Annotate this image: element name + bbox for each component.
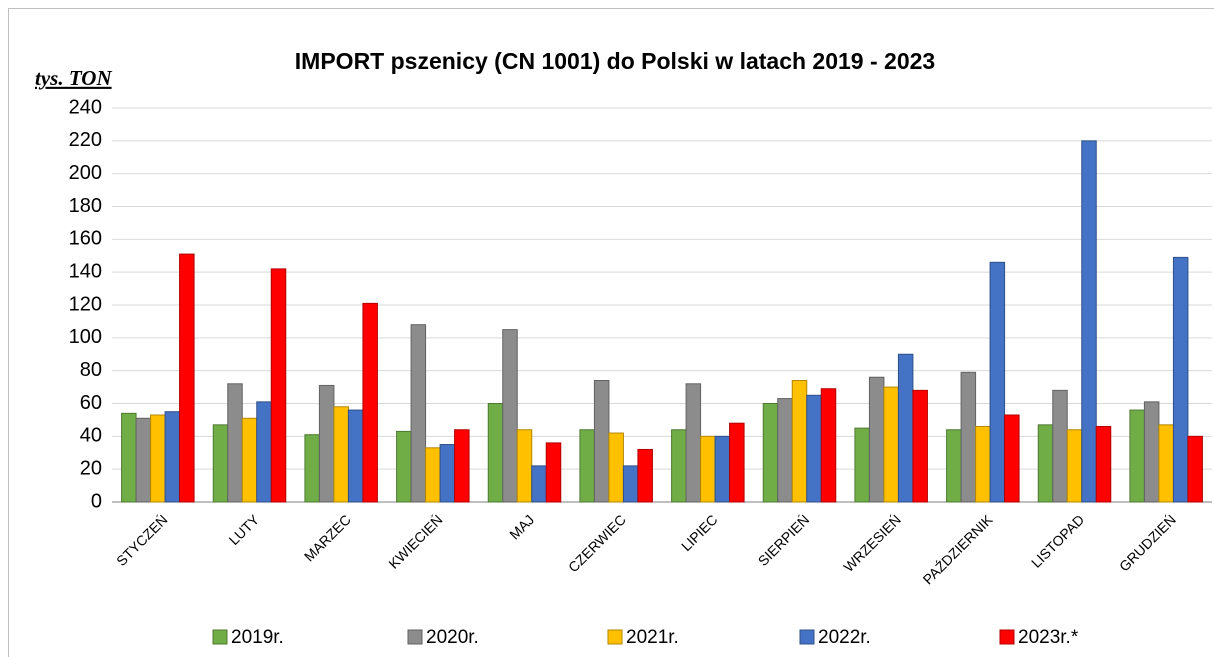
y-tick-label: 180 [69, 195, 102, 217]
legend-label: 2021r. [626, 627, 679, 648]
bar [333, 406, 349, 503]
bar [806, 394, 822, 503]
bar [256, 401, 272, 503]
bar [608, 432, 624, 503]
bar [820, 388, 837, 503]
bar [545, 442, 562, 503]
y-tick-label: 80 [80, 359, 102, 381]
bar [1172, 256, 1189, 503]
bar [897, 353, 914, 503]
bar [622, 465, 639, 503]
y-tick-label: 160 [69, 228, 102, 250]
legend-swatch [212, 629, 228, 645]
bar [762, 403, 779, 503]
bar [347, 409, 364, 503]
bar [362, 302, 378, 503]
legend-swatch [799, 629, 815, 645]
bar [946, 429, 962, 503]
y-axis-label: tys. TON [35, 66, 112, 90]
bar [502, 329, 518, 503]
bar [516, 429, 533, 503]
bar [135, 417, 152, 503]
bar [989, 261, 1006, 503]
bar [227, 383, 243, 503]
bar [1129, 409, 1145, 503]
legend-swatch [607, 629, 623, 645]
bar [212, 424, 229, 503]
bar [579, 429, 595, 503]
bar [868, 376, 885, 503]
bar [854, 427, 870, 503]
y-tick-label: 20 [80, 457, 102, 479]
bar [121, 412, 137, 503]
y-tick-label: 200 [69, 162, 102, 184]
bar [1004, 414, 1020, 503]
bar [425, 447, 441, 503]
bar [1066, 429, 1083, 503]
bar [396, 430, 412, 503]
bar [304, 434, 320, 503]
bar [729, 422, 745, 503]
y-tick-label: 40 [80, 425, 102, 447]
bar [671, 429, 687, 503]
bar [241, 417, 258, 503]
bar [685, 383, 702, 503]
bar [150, 414, 166, 503]
bar [1143, 401, 1160, 503]
bar [637, 448, 653, 503]
bar [410, 324, 427, 503]
legend-label: 2019r. [231, 627, 284, 648]
y-tick-label: 0 [91, 490, 102, 512]
bar [531, 465, 547, 503]
y-tick-label: 120 [69, 293, 102, 315]
legend-label: 2022r. [818, 627, 871, 648]
bar [1081, 140, 1097, 503]
y-tick-label: 220 [69, 129, 102, 151]
bar [454, 429, 470, 503]
bar [883, 386, 899, 503]
bar [777, 398, 793, 503]
bar [1037, 424, 1054, 503]
bar [1158, 424, 1174, 503]
bar [270, 268, 287, 503]
bar [179, 253, 195, 503]
y-tick-label: 140 [69, 260, 102, 282]
bar [1095, 425, 1112, 503]
bar [975, 425, 991, 503]
bar [791, 380, 808, 503]
legend-label: 2020r. [426, 627, 479, 648]
chart-frame [8, 8, 1214, 657]
chart-title: IMPORT pszenicy (CN 1001) do Polski w la… [295, 48, 935, 74]
bar [960, 371, 977, 503]
bar [1187, 435, 1203, 503]
legend-swatch [407, 629, 423, 645]
bar [487, 403, 504, 503]
y-tick-label: 100 [69, 326, 102, 348]
y-tick-label: 60 [80, 392, 102, 414]
bar [700, 435, 716, 503]
bar [164, 411, 181, 503]
bar [318, 384, 335, 503]
bar [1052, 389, 1068, 503]
y-tick-label: 240 [69, 96, 102, 118]
bar [714, 435, 731, 503]
legend-swatch [999, 629, 1015, 645]
bar [912, 389, 928, 503]
bar [593, 380, 610, 503]
bar [439, 444, 456, 503]
legend-label: 2023r.* [1018, 627, 1079, 648]
